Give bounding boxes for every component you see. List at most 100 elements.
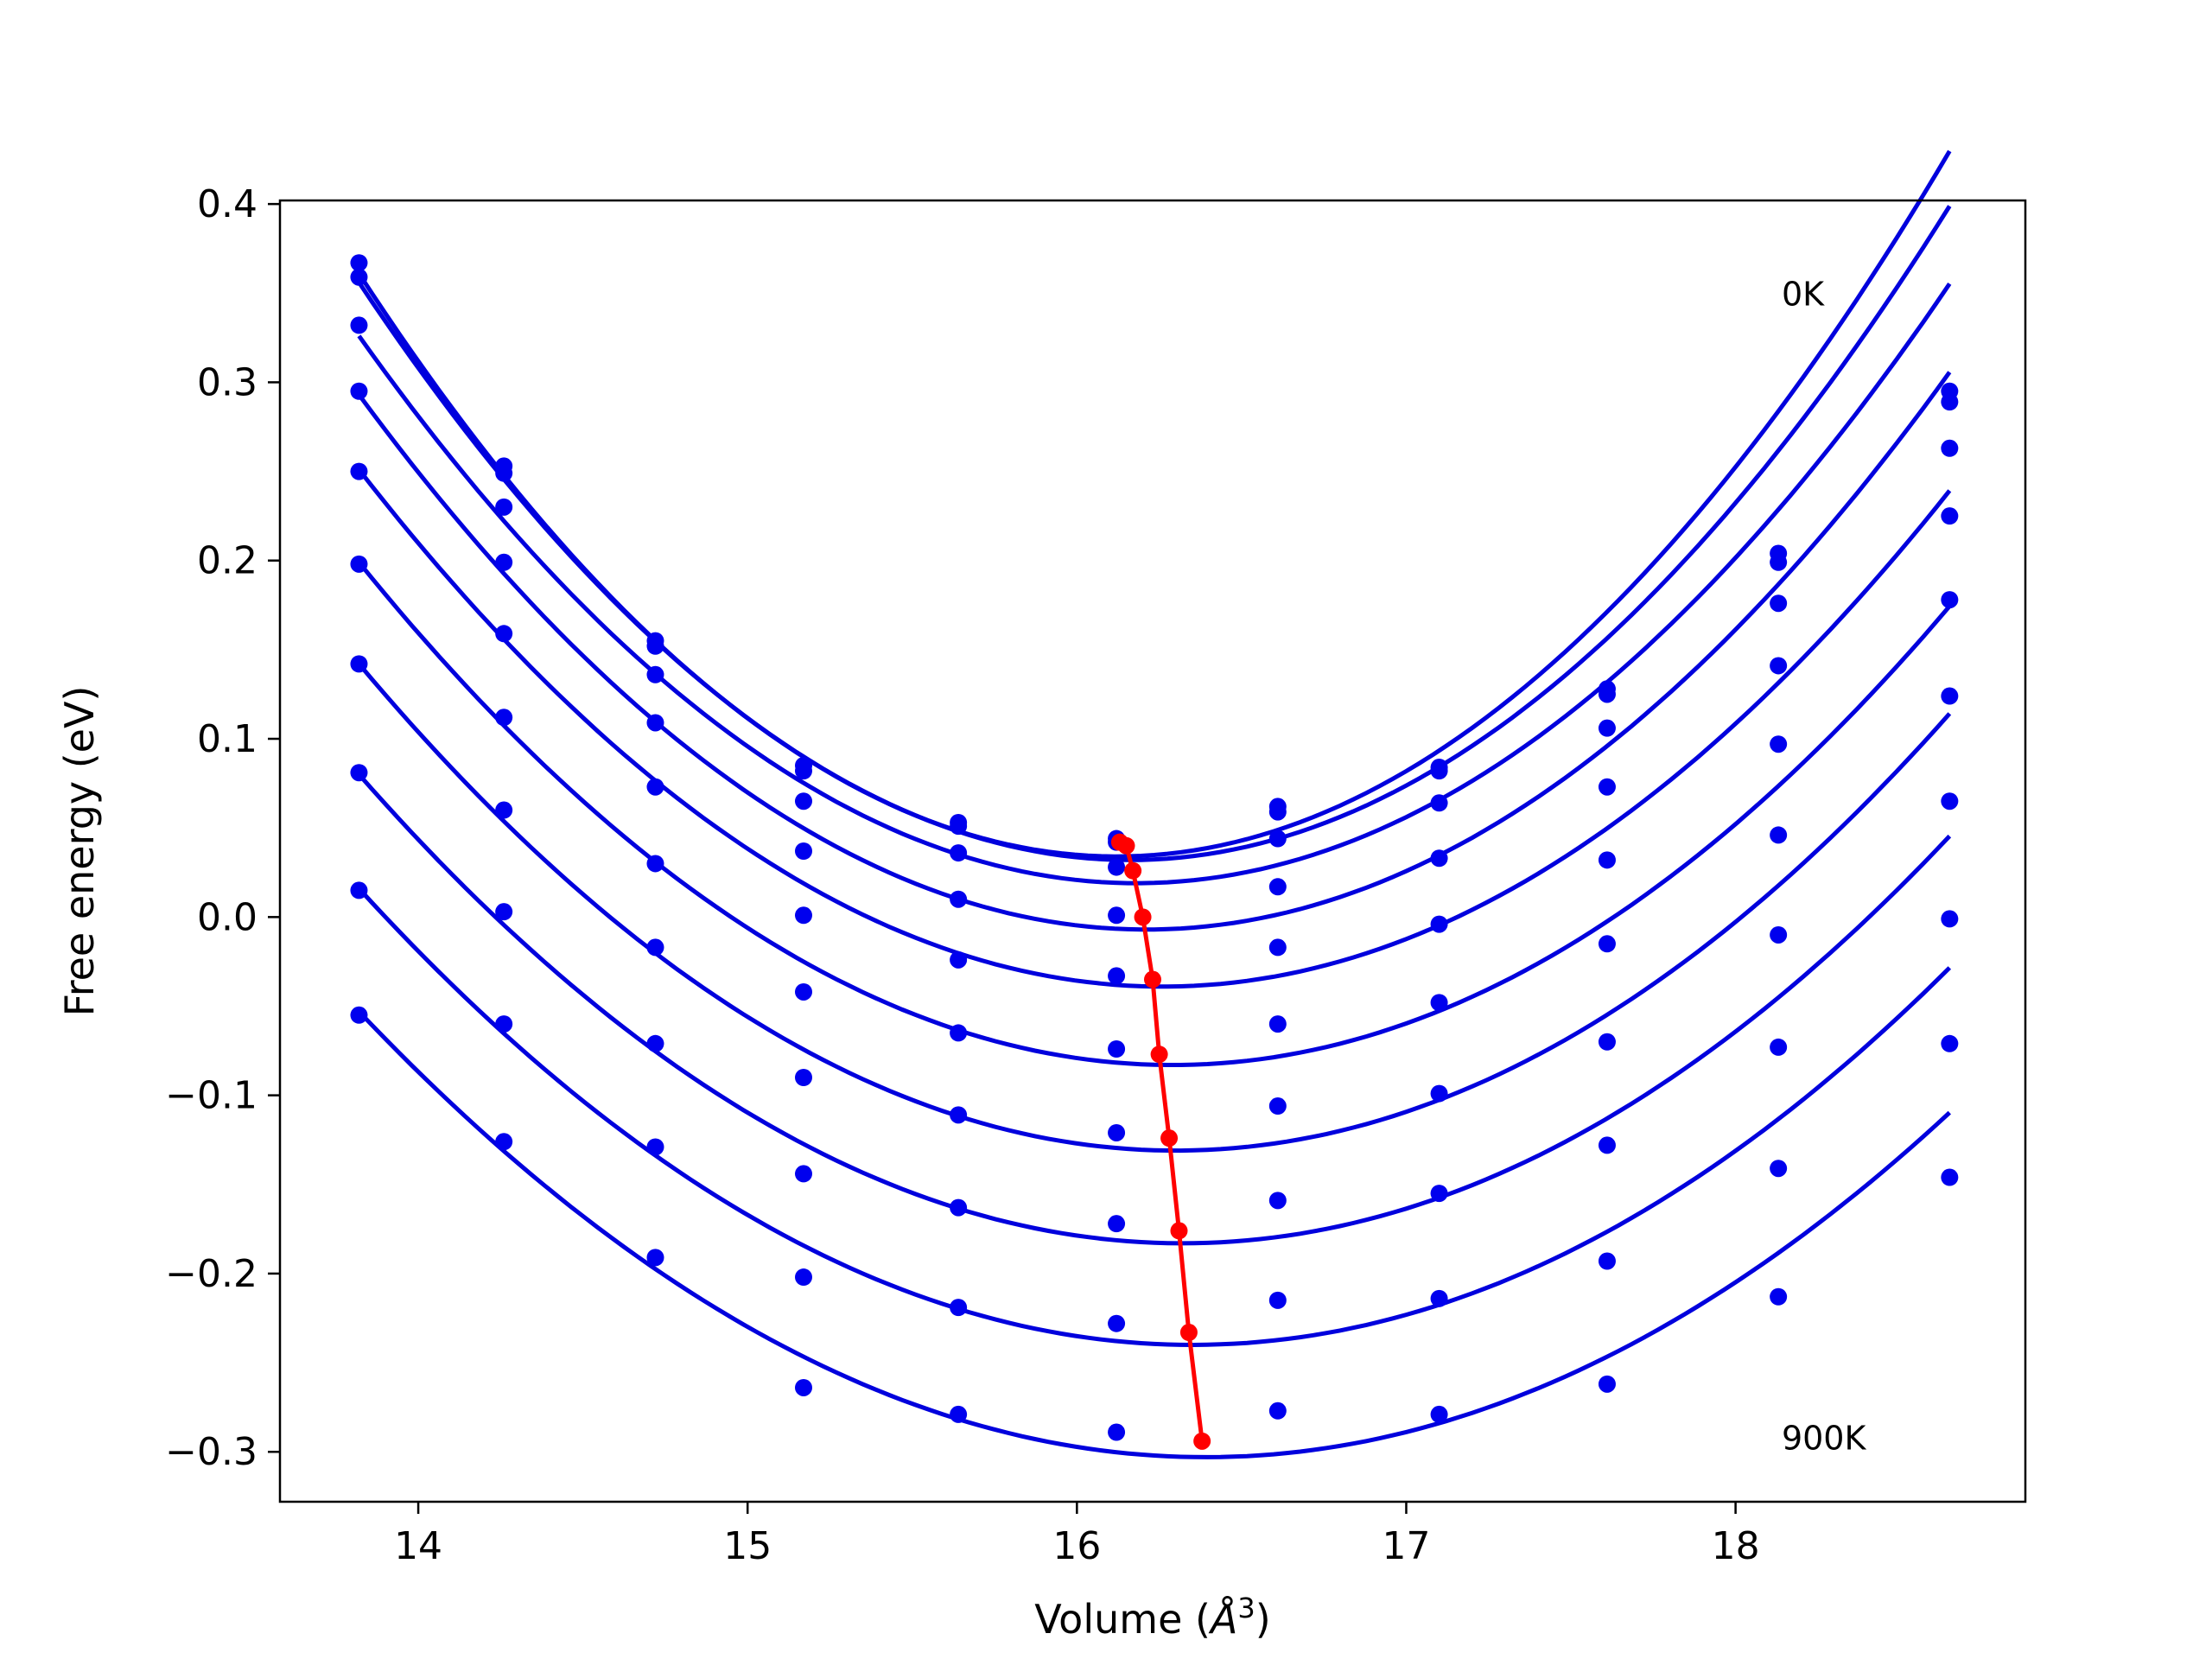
minimum-point — [1170, 1222, 1188, 1240]
data-point — [1430, 1185, 1448, 1203]
x-tick-label: 18 — [1712, 1524, 1760, 1568]
data-point — [1430, 794, 1448, 812]
data-point — [950, 1024, 968, 1042]
minimum-point — [1150, 1046, 1168, 1064]
data-point — [495, 464, 513, 482]
data-point — [1430, 1405, 1448, 1423]
data-point — [646, 1138, 664, 1156]
minimum-point — [1134, 908, 1152, 926]
data-point — [495, 1015, 513, 1033]
data-point — [1268, 830, 1287, 848]
minimum-point — [1124, 861, 1142, 880]
data-point — [1941, 910, 1959, 928]
data-point — [950, 1198, 968, 1217]
data-point — [1941, 507, 1959, 525]
data-point — [646, 637, 664, 655]
data-point — [1598, 1136, 1616, 1154]
fit-curve-9 — [357, 1009, 1951, 1459]
data-point — [1108, 1123, 1126, 1141]
data-point — [1770, 1160, 1788, 1178]
data-point — [1770, 1038, 1788, 1056]
data-point — [1598, 778, 1616, 796]
data-point — [646, 938, 664, 957]
data-point — [1770, 594, 1788, 613]
data-point — [1108, 906, 1126, 925]
data-point — [1598, 1375, 1616, 1393]
fit-curve-8 — [357, 887, 1952, 1348]
data-point — [1941, 1034, 1959, 1052]
data-point — [950, 1299, 968, 1317]
data-point — [350, 881, 368, 899]
y-tick-label: −0.3 — [165, 1430, 257, 1474]
plot-area — [350, 149, 1959, 1459]
data-point — [1770, 1287, 1788, 1306]
data-points — [350, 254, 1959, 1441]
x-axis-ticks: 14 15 16 17 18 — [394, 1502, 1760, 1568]
fit-curve-7 — [357, 772, 1952, 1246]
data-point — [1108, 858, 1126, 876]
x-tick-label: 16 — [1052, 1524, 1101, 1568]
y-axis-ticks: −0.3 −0.2 −0.1 0.0 0.1 0.2 0.3 0.4 — [165, 182, 280, 1474]
data-point — [1941, 687, 1959, 705]
data-point — [1108, 1314, 1126, 1332]
data-point — [1268, 1097, 1287, 1116]
data-point — [950, 890, 968, 908]
data-point — [495, 801, 513, 819]
data-point — [1941, 439, 1959, 457]
data-point — [795, 792, 812, 810]
axes-frame — [278, 199, 2027, 1503]
data-point — [1268, 1015, 1287, 1033]
fit-curve-3 — [357, 371, 1952, 932]
data-point — [646, 1034, 664, 1052]
data-point — [350, 555, 368, 573]
data-point — [495, 553, 513, 571]
data-point — [1430, 1289, 1448, 1307]
minimum-point — [1144, 970, 1161, 988]
data-point — [495, 1133, 513, 1151]
data-point — [1430, 1084, 1448, 1103]
data-point — [950, 844, 968, 862]
data-point — [795, 1268, 812, 1287]
data-point — [1941, 792, 1959, 810]
data-point — [350, 462, 368, 480]
data-point — [1430, 915, 1448, 933]
data-point — [950, 1405, 968, 1423]
data-point — [1268, 938, 1287, 957]
data-point — [495, 625, 513, 643]
fit-curve-5 — [357, 561, 1952, 1067]
fit-curve-2 — [357, 282, 1952, 886]
x-axis-label: Volume (Å3) — [1034, 1592, 1270, 1643]
data-point — [795, 1165, 812, 1183]
minimum-point — [1179, 1324, 1198, 1342]
temperature-annotation: 900K — [1782, 1420, 1867, 1458]
data-point — [350, 764, 368, 782]
y-tick-label: 0.2 — [197, 539, 257, 583]
data-point — [1108, 1423, 1126, 1441]
data-point — [795, 1378, 812, 1396]
y-tick-label: 0.3 — [197, 360, 257, 404]
data-point — [950, 950, 968, 969]
data-point — [495, 903, 513, 921]
data-point — [1770, 826, 1788, 844]
data-point — [795, 842, 812, 860]
data-point — [350, 382, 368, 400]
data-point — [646, 714, 664, 732]
minimum-point — [1193, 1432, 1211, 1450]
data-point — [1770, 735, 1788, 753]
data-point — [1941, 393, 1959, 411]
x-tick-label: 17 — [1382, 1524, 1430, 1568]
data-point — [795, 982, 812, 1001]
minimum-point — [1160, 1129, 1179, 1147]
data-point — [1598, 1252, 1616, 1270]
data-point — [795, 906, 812, 925]
y-tick-label: 0.0 — [197, 895, 257, 939]
fit-curve-1 — [357, 205, 1952, 862]
x-tick-label: 15 — [723, 1524, 772, 1568]
y-tick-label: −0.1 — [165, 1074, 257, 1118]
minimum-point — [1117, 836, 1135, 855]
x-tick-label: 14 — [394, 1524, 442, 1568]
data-point — [1598, 851, 1616, 869]
annotations: 0K 900K — [1782, 275, 1867, 1457]
minima-curve — [1118, 840, 1205, 1442]
